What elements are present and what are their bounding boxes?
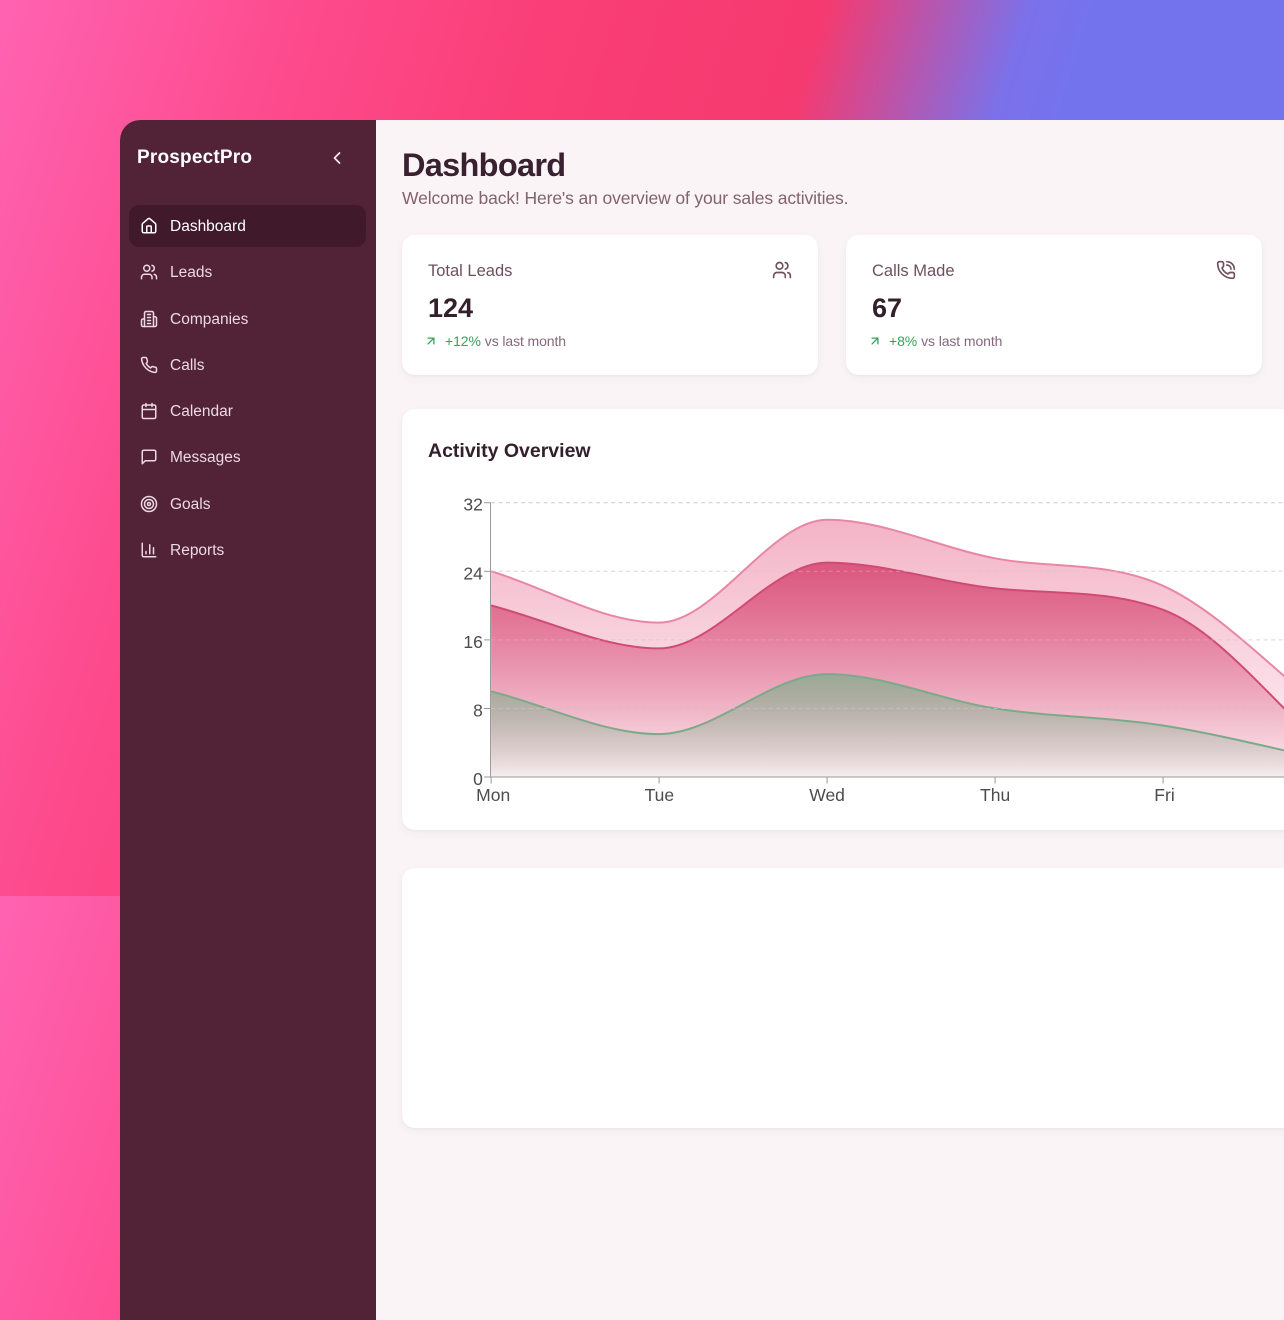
svg-text:Mon: Mon xyxy=(476,785,510,805)
svg-text:Fri: Fri xyxy=(1154,785,1174,805)
svg-text:0: 0 xyxy=(473,769,483,789)
svg-text:24: 24 xyxy=(463,563,483,583)
svg-text:8: 8 xyxy=(473,701,483,721)
svg-text:32: 32 xyxy=(463,495,482,515)
svg-text:Tue: Tue xyxy=(645,785,675,805)
svg-text:Wed: Wed xyxy=(809,785,845,805)
svg-text:16: 16 xyxy=(463,632,482,652)
svg-text:Thu: Thu xyxy=(980,785,1010,805)
